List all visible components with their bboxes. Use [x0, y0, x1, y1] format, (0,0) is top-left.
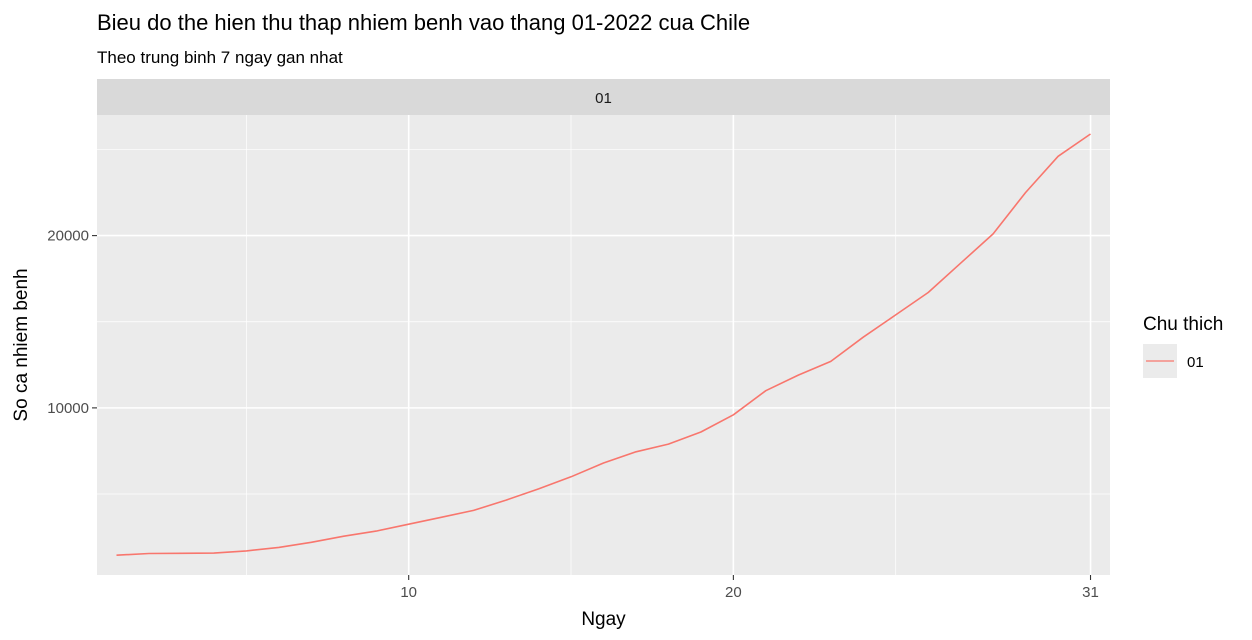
x-axis-title: Ngay [581, 609, 626, 630]
axis-ticks [92, 235, 1092, 580]
series-line-01 [116, 133, 1091, 556]
y-axis-title: So ca nhiem benh [11, 268, 32, 421]
legend-title: Chu thich [1143, 314, 1223, 335]
facet-strip-label: 01 [595, 90, 612, 107]
major-gridlines [97, 115, 1110, 575]
minor-gridlines [97, 115, 1110, 575]
x-tick-label: 31 [1082, 584, 1099, 601]
series-layer [116, 133, 1091, 556]
plot-panel [97, 115, 1110, 575]
x-tick-label: 20 [725, 584, 742, 601]
legend: Chu thich 01 [1143, 314, 1223, 378]
x-tick-label: 10 [400, 584, 417, 601]
chart-title: Bieu do the hien thu thap nhiem benh vao… [97, 10, 750, 35]
y-tick-label: 20000 [47, 228, 89, 245]
y-tick-label: 10000 [47, 400, 89, 417]
legend-label: 01 [1187, 354, 1204, 371]
facet-strip [97, 79, 1110, 115]
chart-subtitle: Theo trung binh 7 ngay gan nhat [97, 48, 343, 67]
tick-labels: 10 20 31 10000 20000 [47, 228, 1099, 601]
